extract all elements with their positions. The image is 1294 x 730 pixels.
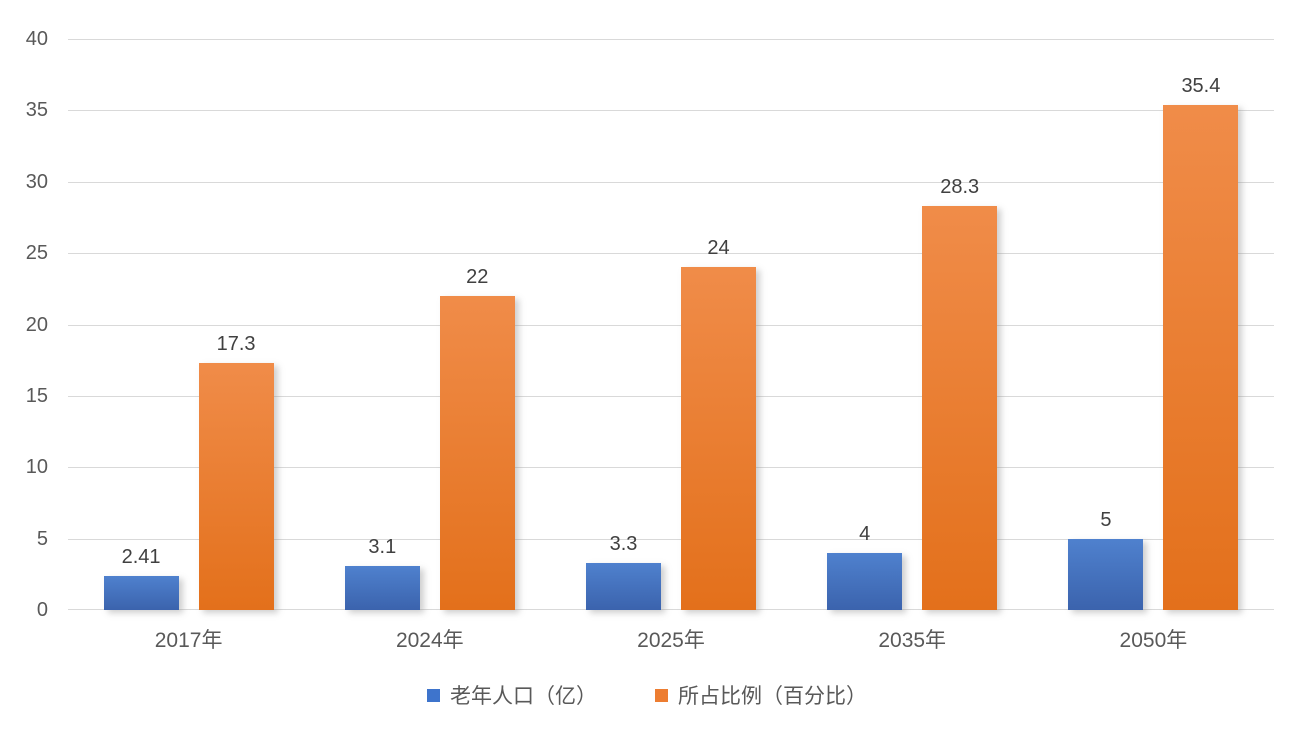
bar-column: 5 bbox=[1068, 508, 1144, 610]
y-axis-label: 30 bbox=[25, 171, 48, 193]
gridline bbox=[68, 609, 1274, 610]
bar-series-0 bbox=[103, 575, 179, 610]
x-axis-label: 2024年 bbox=[395, 629, 464, 652]
plot-area: 2.41 17.3 3.1 22 3.3 24 4 28.3 5 35.4 bbox=[68, 39, 1274, 610]
bar-series-1 bbox=[439, 295, 515, 610]
bar-column: 3.1 bbox=[344, 535, 420, 610]
legend-item: 老年人口（亿） bbox=[427, 680, 597, 710]
gridline bbox=[68, 253, 1274, 254]
y-axis-label: 40 bbox=[25, 28, 48, 50]
y-axis-label: 10 bbox=[25, 456, 48, 478]
legend-swatch-icon bbox=[655, 688, 668, 702]
bar-column: 35.4 bbox=[1163, 74, 1239, 610]
bar-series-1 bbox=[1163, 104, 1239, 610]
bar-value-label: 17.3 bbox=[216, 333, 256, 355]
bar-column: 22 bbox=[439, 265, 515, 610]
gridline bbox=[68, 325, 1274, 326]
bar-group: 2.41 17.3 bbox=[68, 333, 309, 610]
bar-value-label: 3.3 bbox=[609, 532, 638, 555]
legend: 老年人口（亿） 所占比例（百分比） bbox=[0, 680, 1294, 710]
bar-value-label: 5 bbox=[1100, 508, 1112, 531]
gridline bbox=[68, 396, 1274, 397]
bar-value-label: 24 bbox=[707, 237, 730, 260]
bar-value-label: 4 bbox=[859, 522, 871, 545]
bar-group: 4 28.3 bbox=[792, 176, 1033, 610]
y-axis-label: 35 bbox=[25, 99, 48, 121]
gridline bbox=[68, 182, 1274, 183]
bar-value-label: 22 bbox=[466, 265, 489, 288]
bar-value-label: 3.1 bbox=[368, 535, 397, 558]
y-axis-label: 5 bbox=[36, 528, 48, 550]
x-axis-label: 2035年 bbox=[878, 629, 947, 652]
x-axis-label: 2050年 bbox=[1119, 629, 1188, 652]
bar-group: 5 35.4 bbox=[1033, 75, 1274, 610]
bar-series-0 bbox=[586, 562, 661, 610]
bar-value-label: 28.3 bbox=[940, 176, 980, 198]
bar-series-0 bbox=[1068, 538, 1144, 610]
y-axis: 0 5 10 15 20 25 30 35 40 bbox=[0, 28, 48, 621]
legend-label: 所占比例（百分比） bbox=[678, 685, 867, 708]
bar-column: 4 bbox=[827, 522, 903, 610]
legend-swatch-icon bbox=[427, 688, 440, 702]
y-axis-label: 25 bbox=[25, 242, 48, 264]
x-axis: 2017年 2024年 2025年 2035年 2050年 bbox=[68, 624, 1274, 654]
legend-item: 所占比例（百分比） bbox=[655, 680, 867, 710]
bar-series-0 bbox=[827, 552, 903, 610]
y-axis-label: 20 bbox=[25, 314, 48, 336]
bar-group: 3.3 24 bbox=[550, 237, 791, 610]
x-axis-label: 2017年 bbox=[154, 629, 223, 652]
gridline bbox=[68, 39, 1274, 40]
legend-label: 老年人口（亿） bbox=[450, 685, 597, 708]
bar-value-label: 2.41 bbox=[121, 545, 161, 568]
bar-column: 24 bbox=[681, 237, 756, 610]
bar-column: 28.3 bbox=[922, 176, 998, 610]
bar-column: 3.3 bbox=[586, 533, 661, 610]
x-axis-label: 2025年 bbox=[637, 629, 705, 652]
gridline bbox=[68, 110, 1274, 111]
bar-series-1 bbox=[922, 206, 998, 610]
y-axis-label: 15 bbox=[25, 385, 48, 407]
gridline bbox=[68, 539, 1274, 540]
bar-value-label: 35.4 bbox=[1181, 74, 1221, 97]
bar-series-1 bbox=[681, 267, 756, 610]
bar-series-1 bbox=[198, 363, 274, 610]
bar-series-0 bbox=[344, 565, 420, 610]
bar-groups: 2.41 17.3 3.1 22 3.3 24 4 28.3 5 35.4 bbox=[68, 39, 1274, 610]
bar-group: 3.1 22 bbox=[309, 266, 550, 610]
y-axis-label: 0 bbox=[36, 599, 48, 621]
bar-column: 17.3 bbox=[198, 333, 274, 610]
gridline bbox=[68, 467, 1274, 468]
bar-column: 2.41 bbox=[103, 545, 179, 610]
